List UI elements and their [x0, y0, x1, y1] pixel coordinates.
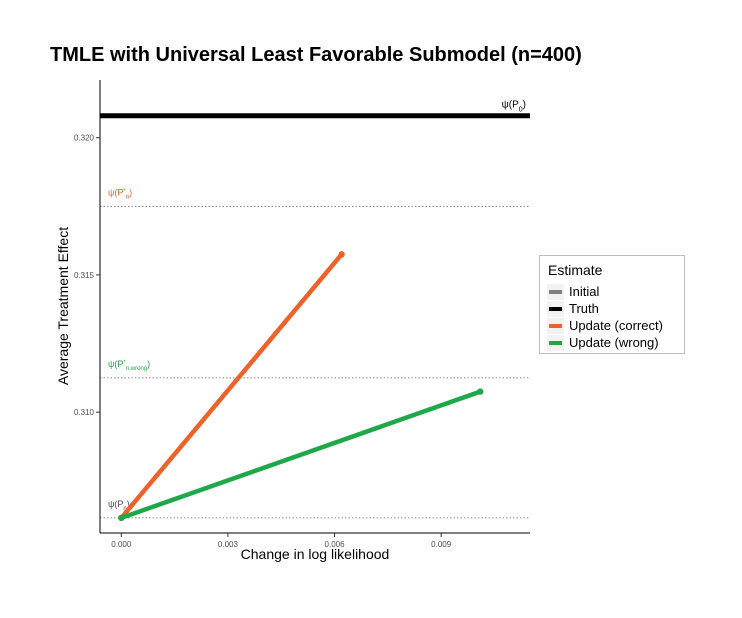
data-point — [338, 251, 345, 258]
legend-item: Update (correct) — [547, 318, 683, 334]
legend-item: Update (wrong) — [547, 335, 683, 351]
y-tick-label: 0.320 — [74, 134, 95, 143]
data-point — [477, 388, 484, 395]
x-tick-label: 0.003 — [218, 540, 239, 549]
legend-label: Initial — [569, 284, 600, 299]
series-line — [119, 252, 344, 520]
reference-label: ψ(P*n) — [108, 187, 132, 200]
legend: Estimate Initial Truth Update (correct) Upd… — [539, 255, 685, 354]
x-tick-label: 0.006 — [325, 540, 346, 549]
legend-key — [547, 301, 564, 317]
x-tick-label: 0.000 — [111, 540, 132, 549]
truth-label: ψ(P0) — [502, 100, 526, 114]
legend-label: Update (wrong) — [569, 335, 659, 350]
y-tick-label: 0.310 — [74, 408, 95, 417]
y-axis-title: Average Treatment Effect — [55, 227, 71, 385]
data-point — [118, 514, 125, 522]
series-group: ψ(P0) — [100, 100, 530, 522]
legend-key — [547, 335, 564, 351]
legend-item: Truth — [547, 301, 683, 317]
series-line — [120, 389, 481, 521]
x-tick-label: 0.009 — [431, 540, 452, 549]
axes: 0.000 0.003 0.006 0.009 0.310 0.315 0.320 — [74, 80, 530, 549]
reference-label: ψ(Pn) — [108, 499, 130, 512]
reference-label: ψ(P*n,wrong) — [108, 359, 150, 372]
legend-label: Truth — [569, 301, 599, 316]
legend-item: Initial — [547, 284, 683, 300]
legend-key — [547, 318, 564, 334]
legend-key — [547, 284, 564, 300]
x-axis-title: Change in log likelihood — [241, 546, 390, 562]
y-tick-label: 0.315 — [74, 271, 95, 280]
legend-title: Estimate — [548, 262, 603, 278]
legend-label: Update (correct) — [569, 318, 663, 333]
reference-lines: ψ(P*n) ψ(P*n,wrong) ψ(Pn) — [100, 187, 530, 519]
chart-title: TMLE with Universal Least Favorable Subm… — [50, 44, 582, 66]
